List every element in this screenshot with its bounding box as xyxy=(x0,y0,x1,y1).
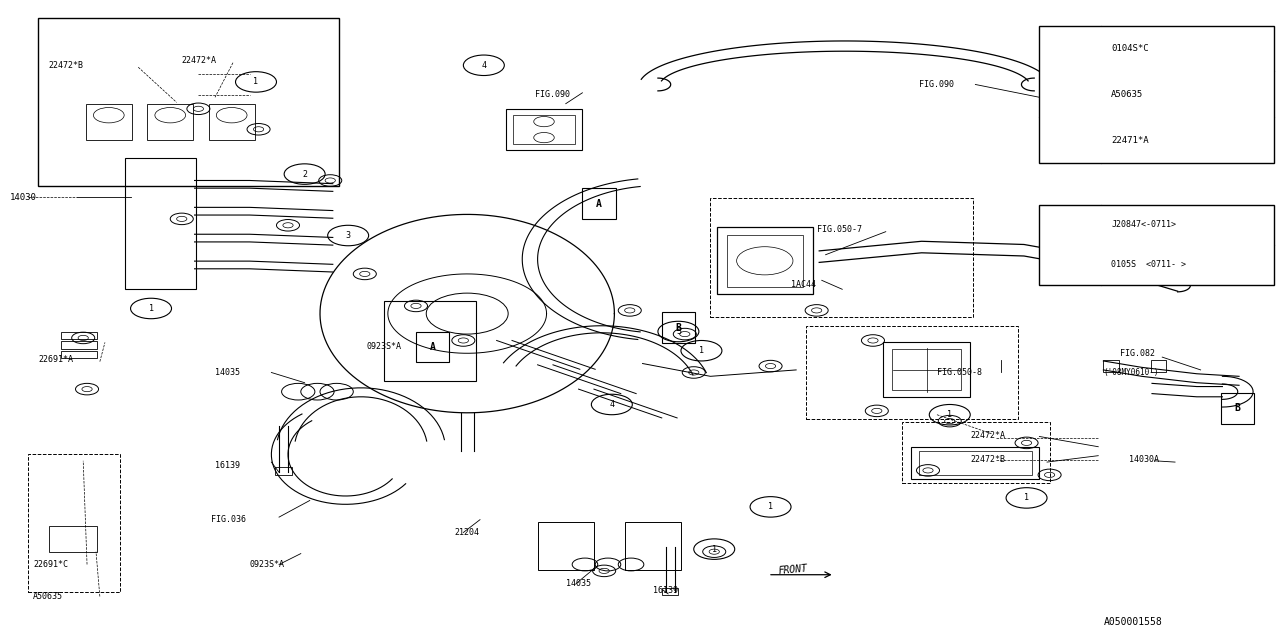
Text: ('08MY0610-): ('08MY0610-) xyxy=(1103,368,1158,377)
Bar xyxy=(883,342,970,397)
Bar xyxy=(513,115,575,144)
Bar xyxy=(86,104,132,140)
Bar xyxy=(1151,360,1166,372)
Text: A: A xyxy=(596,198,602,209)
Text: 22472*B: 22472*B xyxy=(970,455,1005,464)
Bar xyxy=(1103,360,1119,372)
Text: J20847<-0711>: J20847<-0711> xyxy=(1111,220,1176,228)
Bar xyxy=(717,227,813,294)
Bar xyxy=(710,198,973,317)
Bar xyxy=(416,332,449,362)
Text: 0923S*A: 0923S*A xyxy=(366,342,402,351)
Text: FIG.050-7: FIG.050-7 xyxy=(817,225,861,234)
Bar xyxy=(892,349,961,390)
Bar xyxy=(911,447,1039,479)
Text: 4: 4 xyxy=(481,61,486,70)
Text: 22691*A: 22691*A xyxy=(38,355,73,364)
Text: 1: 1 xyxy=(1068,44,1073,53)
Text: 3: 3 xyxy=(1068,136,1073,145)
Text: 1: 1 xyxy=(768,502,773,511)
Text: 0105S  <0711- >: 0105S <0711- > xyxy=(1111,259,1187,269)
Text: 22472*A: 22472*A xyxy=(970,431,1005,440)
Text: FIG.090: FIG.090 xyxy=(535,90,570,99)
Text: 0923S*A: 0923S*A xyxy=(250,560,284,569)
Bar xyxy=(28,454,120,592)
Text: 1: 1 xyxy=(1024,493,1029,502)
Bar xyxy=(125,158,196,289)
Bar xyxy=(275,467,292,475)
Bar xyxy=(625,522,681,570)
Text: A: A xyxy=(430,342,435,352)
Text: 2: 2 xyxy=(302,170,307,179)
Text: 1: 1 xyxy=(148,304,154,313)
Text: 21204: 21204 xyxy=(454,528,480,537)
Bar xyxy=(38,18,339,186)
Text: 16139: 16139 xyxy=(215,461,241,470)
Bar xyxy=(1039,26,1274,163)
Text: 14035: 14035 xyxy=(215,368,241,377)
Bar xyxy=(582,188,616,219)
Bar xyxy=(662,312,695,343)
Text: 22691*C: 22691*C xyxy=(33,560,68,569)
Text: 22472*A: 22472*A xyxy=(182,56,216,65)
Text: 22471*A: 22471*A xyxy=(1111,136,1148,145)
Text: FRONT: FRONT xyxy=(778,563,809,576)
Bar xyxy=(61,332,97,339)
Text: B: B xyxy=(676,323,681,333)
Text: B: B xyxy=(1235,403,1240,413)
Text: 16139: 16139 xyxy=(653,586,678,595)
Text: 1: 1 xyxy=(947,410,952,419)
Text: 1: 1 xyxy=(712,545,717,554)
Text: 4: 4 xyxy=(609,400,614,409)
Bar xyxy=(1221,393,1254,424)
Text: FIG.050-8: FIG.050-8 xyxy=(937,368,982,377)
Bar xyxy=(806,326,1018,419)
Bar xyxy=(506,109,582,150)
Bar xyxy=(902,422,1050,483)
Bar xyxy=(538,522,594,570)
Bar xyxy=(147,104,193,140)
Bar xyxy=(919,451,1032,475)
Text: A050001558: A050001558 xyxy=(1103,617,1162,627)
Bar xyxy=(61,351,97,358)
Bar xyxy=(1039,205,1274,285)
Bar xyxy=(209,104,255,140)
Bar xyxy=(727,235,803,287)
Text: 0104S*C: 0104S*C xyxy=(1111,44,1148,53)
Text: FIG.036: FIG.036 xyxy=(211,515,246,524)
Text: 14035: 14035 xyxy=(566,579,591,588)
Text: 22472*B: 22472*B xyxy=(49,61,83,70)
Text: 1AC44: 1AC44 xyxy=(791,280,817,289)
Text: 14030: 14030 xyxy=(10,193,37,202)
Text: 1: 1 xyxy=(253,77,259,86)
Text: 2: 2 xyxy=(1068,90,1073,99)
Bar xyxy=(384,301,476,381)
Bar xyxy=(662,588,678,595)
Text: FIG.082: FIG.082 xyxy=(1120,349,1155,358)
Text: A50635: A50635 xyxy=(1111,90,1143,99)
Text: 3: 3 xyxy=(346,231,351,240)
Text: FIG.090: FIG.090 xyxy=(919,80,954,89)
Text: 14030A: 14030A xyxy=(1129,455,1158,464)
Text: 1: 1 xyxy=(699,346,704,355)
Text: A50635: A50635 xyxy=(33,592,63,601)
Bar xyxy=(49,526,97,552)
Text: 3: 3 xyxy=(676,327,681,336)
Text: 4: 4 xyxy=(1068,240,1073,250)
Bar xyxy=(61,341,97,349)
